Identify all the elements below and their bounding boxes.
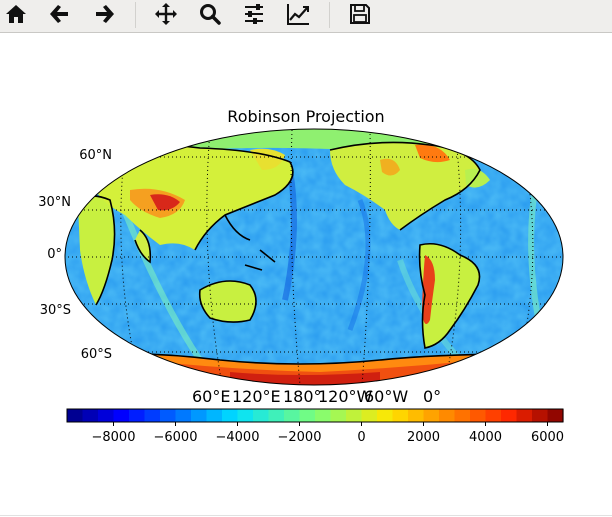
pan-button[interactable] (151, 0, 181, 28)
edit-axis-button[interactable] (283, 0, 313, 28)
lon-label: 60°E (192, 387, 231, 406)
colorbar-segment (423, 409, 440, 422)
colorbar-segment (454, 409, 471, 422)
colorbar-tick-label: −8000 (91, 430, 136, 445)
pan-move-icon (155, 3, 177, 25)
colorbar-segment (191, 409, 208, 422)
toolbar-separator (135, 2, 136, 28)
colorbar-segment (129, 409, 146, 422)
lat-label: 30°N (38, 195, 71, 210)
colorbar-segment (485, 409, 502, 422)
colorbar-segment (284, 409, 301, 422)
colorbar-segment (501, 409, 518, 422)
colorbar-segment (237, 409, 254, 422)
back-button[interactable] (45, 0, 75, 28)
back-arrow-icon (50, 5, 68, 23)
colorbar-segment (160, 409, 177, 422)
colorbar-segment (392, 409, 409, 422)
colorbar-segment (377, 409, 394, 422)
colorbar-segment (113, 409, 130, 422)
forward-button[interactable] (89, 0, 119, 28)
colorbar-segment (82, 409, 99, 422)
lon-label: 120°E (232, 387, 281, 406)
colorbar-tick-label: 0 (357, 430, 366, 445)
window-bottom-border (0, 515, 612, 516)
colorbar-segment (408, 409, 425, 422)
colorbar-segment (175, 409, 192, 422)
lat-label: 30°S (39, 303, 71, 318)
colorbar-segment (299, 409, 316, 422)
home-icon (6, 5, 26, 23)
lat-label: 0° (47, 247, 62, 262)
colorbar-segment (361, 409, 378, 422)
zoom-button[interactable] (195, 0, 225, 28)
navigation-toolbar (0, 0, 612, 33)
lon-label: 180° (283, 387, 322, 406)
save-floppy-icon (350, 4, 370, 24)
colorbar-segment (439, 409, 456, 422)
colorbar-segment (547, 409, 564, 422)
zoom-magnifier-icon (200, 4, 221, 25)
forward-arrow-icon (96, 5, 114, 23)
colorbar-segment (470, 409, 487, 422)
map-boundary (64, 128, 564, 386)
colorbar-segment (253, 409, 270, 422)
colorbar-segment (67, 409, 84, 422)
edit-axis-curve-icon (287, 4, 309, 25)
colorbar-segment (268, 409, 285, 422)
lon-label: 0° (423, 387, 442, 406)
colorbar-segment (144, 409, 161, 422)
colorbar-tick-label: −4000 (215, 430, 260, 445)
lon-label: 120°W (318, 387, 373, 406)
colorbar-outline (66, 408, 564, 423)
lon-label: 60°W (364, 387, 409, 406)
colorbar-segment (315, 409, 332, 422)
colorbar-tick-label: 4000 (468, 430, 503, 445)
colorbar-tick-label: 6000 (530, 430, 565, 445)
map-data-field (65, 129, 563, 385)
home-button[interactable] (1, 0, 31, 28)
lat-label: 60°S (80, 347, 112, 362)
colorbar-segment (516, 409, 533, 422)
configure-subplots-button[interactable] (239, 0, 269, 28)
lat-label: 60°N (79, 148, 112, 163)
colorbar-segment (206, 409, 223, 422)
figure-title: Robinson Projection (227, 107, 385, 126)
save-button[interactable] (345, 0, 375, 28)
colorbar-tick-label: −6000 (153, 430, 198, 445)
colorbar-segment (222, 409, 239, 422)
colorbar-segment (98, 409, 115, 422)
toolbar-separator (329, 2, 330, 28)
colorbar-tick-label: 2000 (406, 430, 441, 445)
colorbar-segment (346, 409, 363, 422)
configure-subplots-icon (245, 4, 263, 24)
colorbar (66, 408, 564, 426)
colorbar-segment (532, 409, 549, 422)
colorbar-tick-label: −2000 (277, 430, 322, 445)
colorbar-segment (330, 409, 347, 422)
